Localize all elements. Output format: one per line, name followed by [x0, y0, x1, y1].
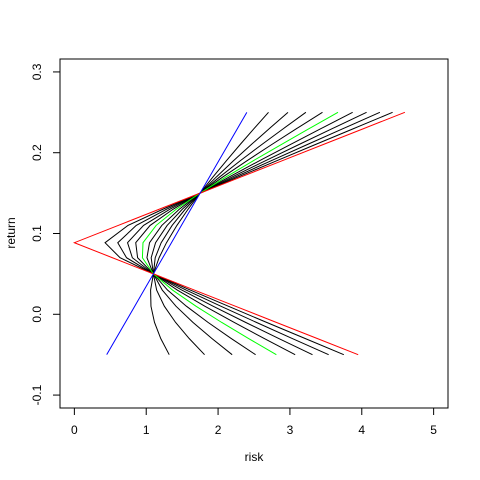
- y-tick-label: 0.1: [30, 225, 44, 242]
- y-tick-label: 0.3: [30, 63, 44, 80]
- x-tick-label: 1: [143, 423, 150, 437]
- frontier-line: [73, 111, 406, 356]
- y-tick-label: 0.2: [30, 144, 44, 161]
- y-tick-label: 0.0: [30, 306, 44, 323]
- frontier-line: [152, 111, 289, 356]
- x-tick-label: 3: [287, 423, 294, 437]
- frontier-line: [106, 112, 248, 355]
- x-tick-label: 0: [71, 423, 78, 437]
- x-axis-label: risk: [245, 450, 265, 464]
- frontier-line: [150, 111, 307, 356]
- frontier-line: [104, 111, 393, 356]
- frontier-line: [126, 111, 367, 356]
- plot-frame: [59, 58, 449, 409]
- x-tick-label: 2: [215, 423, 222, 437]
- y-tick-label: -0.1: [30, 384, 44, 405]
- frontier-line: [117, 111, 381, 356]
- frontier-line: [150, 111, 269, 355]
- frontier-line: [146, 111, 323, 356]
- y-axis-label: return: [4, 217, 18, 248]
- frontier-line: [135, 111, 353, 356]
- x-tick-label: 5: [430, 423, 437, 437]
- x-tick-label: 4: [358, 423, 365, 437]
- frontier-line: [141, 111, 339, 356]
